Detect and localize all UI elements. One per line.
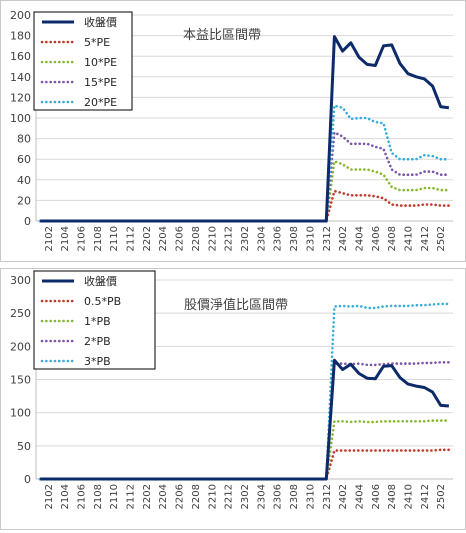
x-tick-label: 2110 [109, 226, 120, 251]
legend-label: 3*PB [84, 355, 111, 368]
x-tick-label: 2108 [93, 226, 104, 251]
x-tick-label: 2206 [175, 226, 186, 251]
series-line-10*PE [38, 160, 451, 223]
x-tick-label: 2112 [126, 226, 137, 251]
x-tick-label: 2204 [158, 484, 169, 509]
x-tick-label: 2108 [93, 484, 104, 509]
y-tick-label: 60 [17, 153, 31, 166]
x-tick-label: 2406 [371, 226, 382, 251]
x-tick-label: 2310 [305, 484, 316, 509]
x-tick-label: 2202 [142, 484, 153, 509]
y-tick-label: 300 [10, 274, 31, 287]
x-tick-label: 2112 [126, 484, 137, 509]
x-tick-label: 2306 [273, 226, 284, 251]
x-tick-label: 2302 [240, 484, 251, 509]
legend-label: 0.5*PB [84, 295, 121, 308]
legend-label: 1*PB [84, 315, 111, 328]
y-tick-label: 0 [24, 215, 31, 228]
x-tick-label: 2308 [289, 484, 300, 509]
legend-label: 20*PE [84, 96, 117, 109]
y-tick-label: 150 [10, 374, 31, 387]
y-tick-label: 140 [10, 71, 31, 84]
x-tick-label: 2404 [354, 226, 365, 251]
x-tick-label: 2502 [436, 484, 447, 509]
pb-band-chart-panel: 0 50 100 150 200 250 300 2102 2104 2106 2108 2110 21… [0, 268, 466, 530]
x-tick-label: 2404 [354, 484, 365, 509]
x-tick-label: 2102 [44, 226, 55, 251]
x-tick-label: 2406 [371, 484, 382, 509]
x-tick-label: 2106 [76, 484, 87, 509]
y-tick-label: 80 [17, 133, 31, 146]
x-tick-label: 2212 [224, 484, 235, 509]
x-tick-label: 2304 [256, 484, 267, 509]
x-tick-label: 2412 [420, 226, 431, 251]
legend-label: 2*PB [84, 335, 111, 348]
y-tick-label: 100 [10, 112, 31, 125]
x-tick-label: 2308 [289, 226, 300, 251]
y-tick-label: 100 [10, 407, 31, 420]
x-tick-label: 2312 [322, 484, 333, 509]
legend-label: 收盤價 [84, 15, 117, 29]
x-tick-label: 2204 [158, 226, 169, 251]
pe-band-chart-panel: 0 20 40 60 80 100 120 140 160 180 200 2102 2104 2106 2… [0, 0, 466, 262]
x-tick-label: 2104 [60, 226, 71, 251]
x-tick-label: 2408 [387, 484, 398, 509]
y-tick-label: 120 [10, 91, 31, 104]
x-tick-label: 2402 [338, 484, 349, 509]
series-line-收盤價 [40, 358, 450, 481]
x-tick-label: 2102 [44, 484, 55, 509]
y-tick-label: 180 [10, 30, 31, 43]
y-tick-label: 200 [10, 9, 31, 22]
x-tick-label: 2304 [256, 226, 267, 251]
legend-box [33, 11, 133, 111]
x-tick-label: 2302 [240, 226, 251, 251]
x-tick-label: 2312 [322, 226, 333, 251]
x-tick-label: 2110 [109, 484, 120, 509]
x-tick-label: 2208 [191, 226, 202, 251]
pe-band-chart: 0 20 40 60 80 100 120 140 160 180 200 2102 2104 2106 2… [10, 9, 453, 251]
legend-label: 5*PE [84, 36, 110, 49]
y-tick-label: 250 [10, 307, 31, 320]
x-tick-label: 2306 [273, 484, 284, 509]
y-tick-label: 20 [17, 194, 31, 207]
y-tick-label: 0 [24, 473, 31, 486]
series-line-5*PE [38, 189, 451, 223]
x-tick-label: 2408 [387, 226, 398, 251]
x-tick-label: 2502 [436, 226, 447, 251]
x-tick-label: 2202 [142, 226, 153, 251]
series-line-20*PE [38, 104, 451, 223]
x-tick-label: 2210 [207, 484, 218, 509]
series-line-收盤價 [40, 35, 450, 223]
x-tick-label: 2402 [338, 226, 349, 251]
x-tick-label: 2208 [191, 484, 202, 509]
x-tick-label: 2210 [207, 226, 218, 251]
x-tick-label: 2310 [305, 226, 316, 251]
legend-label: 15*PE [84, 76, 117, 89]
x-tick-label: 2410 [404, 226, 415, 251]
y-tick-label: 160 [10, 50, 31, 63]
x-tick-label: 2206 [175, 484, 186, 509]
x-tick-label: 2410 [404, 484, 415, 509]
x-tick-label: 2106 [76, 226, 87, 251]
legend-label: 收盤價 [84, 274, 117, 288]
chart-title: 本益比區間帶 [183, 28, 261, 43]
x-tick-label: 2412 [420, 484, 431, 509]
legend-label: 10*PE [84, 56, 117, 69]
series-line-0.5*PB [38, 448, 451, 481]
x-tick-label: 2212 [224, 226, 235, 251]
y-tick-label: 40 [17, 174, 31, 187]
x-tick-label: 2104 [60, 484, 71, 509]
y-tick-label: 50 [17, 440, 31, 453]
series-line-15*PE [38, 131, 451, 223]
chart-title: 股價淨值比區間帶 [184, 297, 288, 313]
y-tick-label: 200 [10, 340, 31, 353]
pb-band-chart: 0 50 100 150 200 250 300 2102 2104 2106 2108 2110 21… [10, 270, 453, 509]
